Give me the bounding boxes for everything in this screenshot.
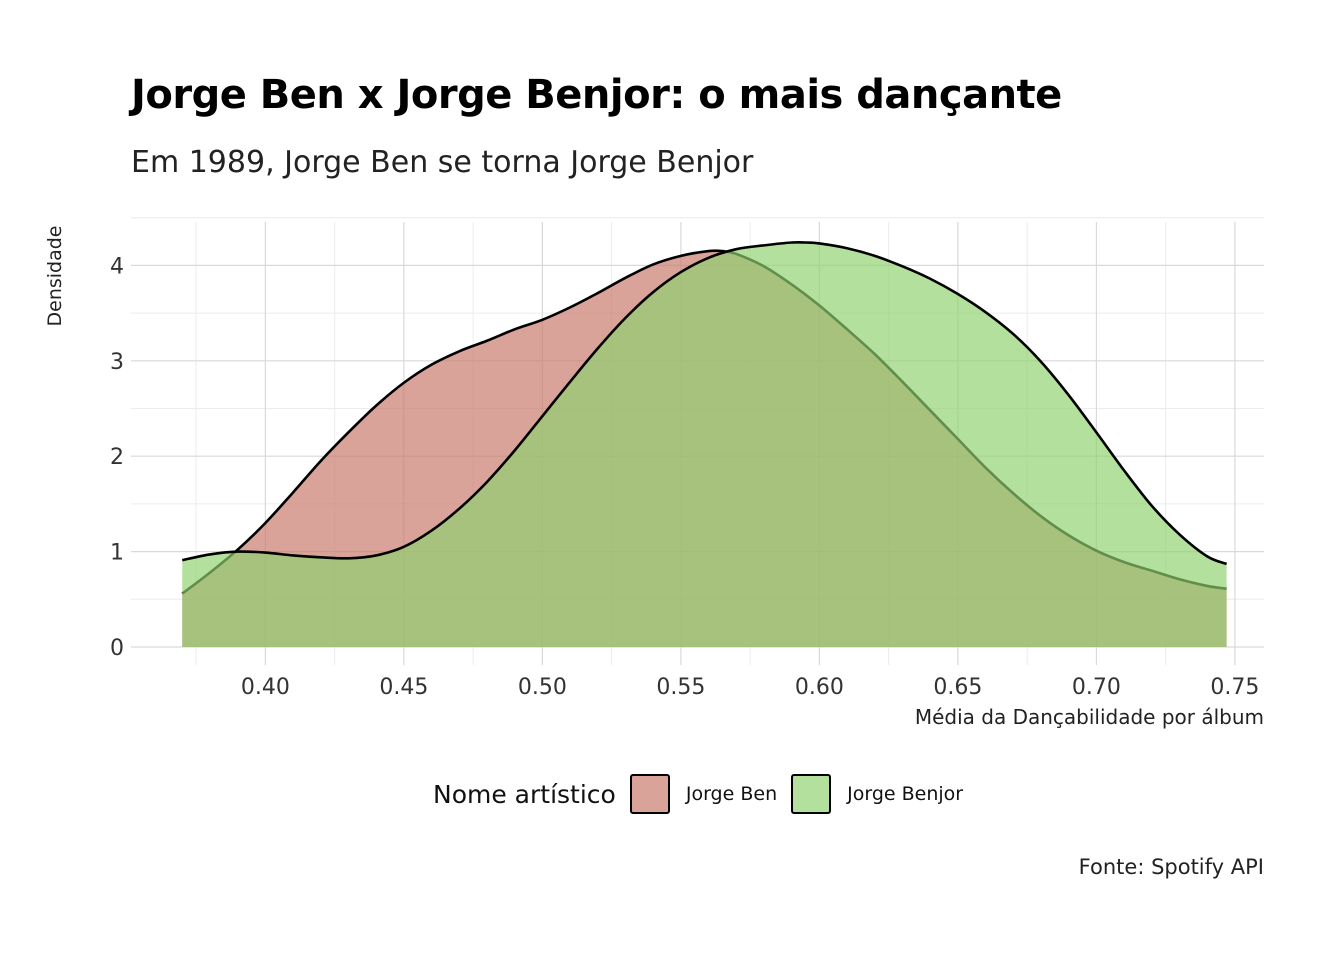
y-tick-label: 4	[110, 254, 124, 279]
legend-key-jorge-ben	[629, 774, 670, 814]
y-tick-label: 2	[110, 445, 124, 470]
legend-item-jorge-ben: Jorge Ben	[629, 774, 778, 814]
x-tick-label: 0.45	[379, 675, 428, 700]
chart-caption: Fonte: Spotify API	[1078, 855, 1264, 879]
legend-title: Nome artístico	[433, 779, 616, 809]
x-tick-labels: 0.40 0.45 0.50 0.55 0.60 0.65 0.70 0.75	[241, 675, 1260, 700]
x-tick-label: 0.70	[1072, 675, 1121, 700]
y-tick-label: 0	[110, 636, 124, 661]
x-tick-label: 0.75	[1210, 675, 1259, 700]
x-axis-label: Média da Dançabilidade por álbum	[914, 705, 1264, 729]
legend-key-jorge-benjor	[791, 774, 832, 814]
legend-label-jorge-benjor: Jorge Benjor	[847, 783, 964, 805]
y-tick-label: 1	[110, 541, 124, 566]
legend: Nome artístico Jorge Ben Jorge Benjor	[433, 770, 977, 818]
y-tick-labels: 0 1 2 3 4	[110, 254, 124, 661]
legend-label-jorge-ben: Jorge Ben	[685, 783, 778, 805]
legend-item-jorge-benjor: Jorge Benjor	[791, 774, 963, 814]
density-area-jorge-benjor	[182, 242, 1227, 647]
chart-subtitle: Em 1989, Jorge Ben se torna Jorge Benjor	[131, 145, 754, 180]
y-tick-label: 3	[110, 350, 124, 375]
chart-title: Jorge Ben x Jorge Benjor: o mais dançant…	[131, 72, 1062, 118]
x-tick-label: 0.50	[518, 675, 567, 700]
x-tick-label: 0.40	[241, 675, 290, 700]
x-tick-label: 0.60	[795, 675, 844, 700]
x-tick-label: 0.55	[656, 675, 705, 700]
x-tick-label: 0.65	[933, 675, 982, 700]
density-line-jorge-benjor	[181, 240, 1228, 566]
density-areas	[181, 240, 1228, 647]
